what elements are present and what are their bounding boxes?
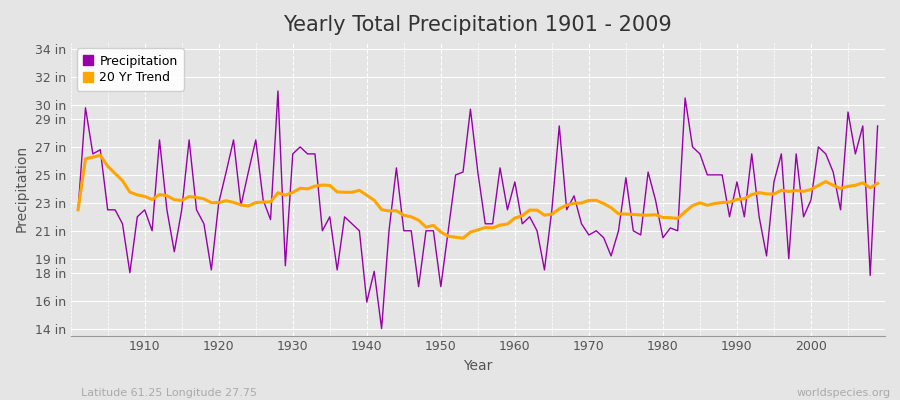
Text: Latitude 61.25 Longitude 27.75: Latitude 61.25 Longitude 27.75: [81, 388, 257, 398]
20 Yr Trend: [94, 153, 105, 158]
Precipitation: [302, 152, 313, 156]
Legend: Precipitation, 20 Yr Trend: Precipitation, 20 Yr Trend: [76, 48, 184, 91]
X-axis label: Year: Year: [464, 359, 492, 373]
Precipitation: [525, 214, 535, 219]
Precipitation: [376, 326, 387, 331]
Precipitation: [613, 228, 624, 233]
Line: 20 Yr Trend: 20 Yr Trend: [78, 155, 878, 238]
20 Yr Trend: [140, 194, 150, 199]
Y-axis label: Precipitation: Precipitation: [15, 145, 29, 232]
20 Yr Trend: [525, 208, 535, 212]
20 Yr Trend: [613, 211, 624, 216]
20 Yr Trend: [346, 190, 357, 195]
Precipitation: [346, 221, 357, 226]
Precipitation: [132, 214, 143, 219]
Text: worldspecies.org: worldspecies.org: [796, 388, 891, 398]
Line: Precipitation: Precipitation: [78, 91, 878, 328]
20 Yr Trend: [73, 208, 84, 212]
20 Yr Trend: [517, 213, 527, 218]
Precipitation: [872, 124, 883, 128]
Precipitation: [273, 89, 284, 94]
Title: Yearly Total Precipitation 1901 - 2009: Yearly Total Precipitation 1901 - 2009: [284, 15, 672, 35]
20 Yr Trend: [872, 181, 883, 186]
Precipitation: [73, 208, 84, 212]
20 Yr Trend: [457, 236, 468, 240]
20 Yr Trend: [302, 186, 313, 191]
Precipitation: [517, 221, 527, 226]
